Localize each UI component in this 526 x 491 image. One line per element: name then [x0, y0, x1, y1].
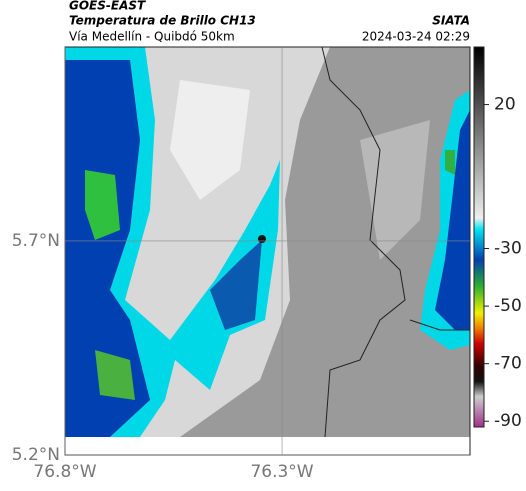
colorbar [473, 46, 485, 428]
y-tick-label: 5.7°N [12, 231, 60, 251]
x-tick-label: 76.3°W [250, 462, 313, 482]
colorbar-tick-label: -50 [494, 296, 522, 316]
route: Vía Medellín - Quibdó 50km [69, 30, 235, 44]
colorbar-tick-label: -70 [494, 354, 522, 374]
colorbar-tick-label: -30 [494, 239, 522, 259]
source: GOES-EAST [69, 0, 146, 13]
agency: SIATA [432, 14, 470, 28]
colorbar-tick-label: 20 [494, 95, 516, 115]
colorbar-tick-label: -90 [494, 411, 522, 431]
satellite-image [65, 47, 470, 437]
x-tick-label: 76.8°W [33, 462, 96, 482]
title: Temperatura de Brillo CH13 [69, 14, 256, 28]
y-tick-label: 5.2°N [12, 445, 60, 465]
datetime: 2024-03-24 02:29 [362, 30, 470, 44]
